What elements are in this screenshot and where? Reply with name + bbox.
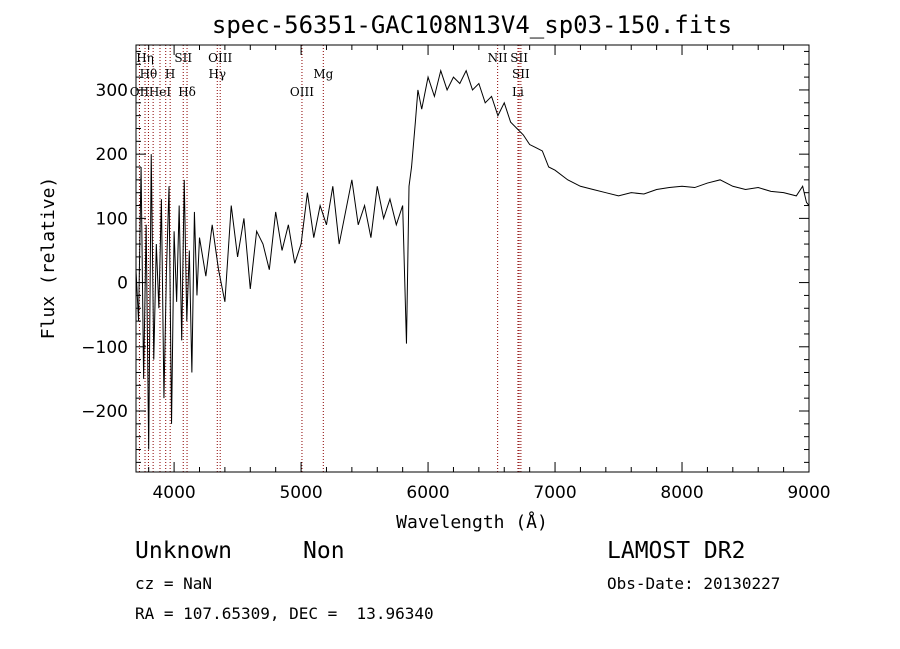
- chart-title: spec-56351-GAC108N13V4_sp03-150.fits: [212, 11, 732, 39]
- emission-line-label: Hη: [136, 51, 154, 65]
- spectrum-line: [135, 68, 810, 450]
- y-tick-label: 300: [96, 81, 128, 101]
- obs-date-readout: Obs-Date: 20130227: [607, 574, 781, 593]
- emission-line-label: SII: [510, 51, 528, 65]
- x-tick-label: 9000: [787, 483, 830, 503]
- emission-line-label: OII: [130, 85, 150, 99]
- emission-line-label: Hγ: [208, 67, 226, 81]
- y-tick-label: 200: [96, 145, 128, 165]
- emission-line-label: Hθ: [140, 67, 158, 81]
- emission-line-labels: OII Hη Hθ HeI H SII Hδ Hγ OIII OIII Mg NII Li SII SII: [130, 51, 530, 99]
- emission-line-label: Mg: [313, 67, 333, 81]
- spectrum-series: [135, 68, 810, 450]
- x-tick-label: 7000: [533, 483, 576, 503]
- coordinates-readout: RA = 107.65309, DEC = 13.96340: [135, 604, 434, 623]
- plot-frame: [135, 44, 810, 473]
- axis-ticks: [136, 45, 810, 472]
- emission-line-label: SII: [174, 51, 192, 65]
- x-tick-label: 4000: [152, 483, 195, 503]
- redshift-readout: cz = NaN: [135, 574, 213, 593]
- emission-line-label: OIII: [208, 51, 232, 65]
- emission-line-markers: [138, 45, 522, 472]
- y-axis-label: Flux (relative): [38, 177, 59, 340]
- y-tick-label: −200: [81, 402, 128, 422]
- x-tick-label: 8000: [660, 483, 703, 503]
- x-tick-label: 6000: [406, 483, 449, 503]
- class-label: Unknown: [135, 538, 232, 564]
- subclass-label: Non: [303, 538, 345, 564]
- emission-line-label: Li: [512, 85, 524, 99]
- y-tick-label: 100: [96, 209, 128, 229]
- y-tick-label: −100: [81, 338, 128, 358]
- survey-label: LAMOST DR2: [607, 538, 746, 564]
- emission-line-label: OIII: [290, 85, 314, 99]
- emission-line-label: HeI: [149, 85, 172, 99]
- emission-line-label: H: [165, 67, 175, 81]
- y-tick-label: 0: [117, 274, 128, 294]
- emission-line-label: SII: [512, 67, 530, 81]
- x-axis-label: Wavelength (Å): [396, 511, 548, 533]
- emission-line-label: Hδ: [178, 85, 196, 99]
- axis-tick-labels: 4000 5000 6000 7000 8000 9000 −200 −100 0 100 200 3…: [81, 81, 830, 503]
- x-tick-label: 5000: [279, 483, 322, 503]
- emission-line-label: NII: [488, 51, 508, 65]
